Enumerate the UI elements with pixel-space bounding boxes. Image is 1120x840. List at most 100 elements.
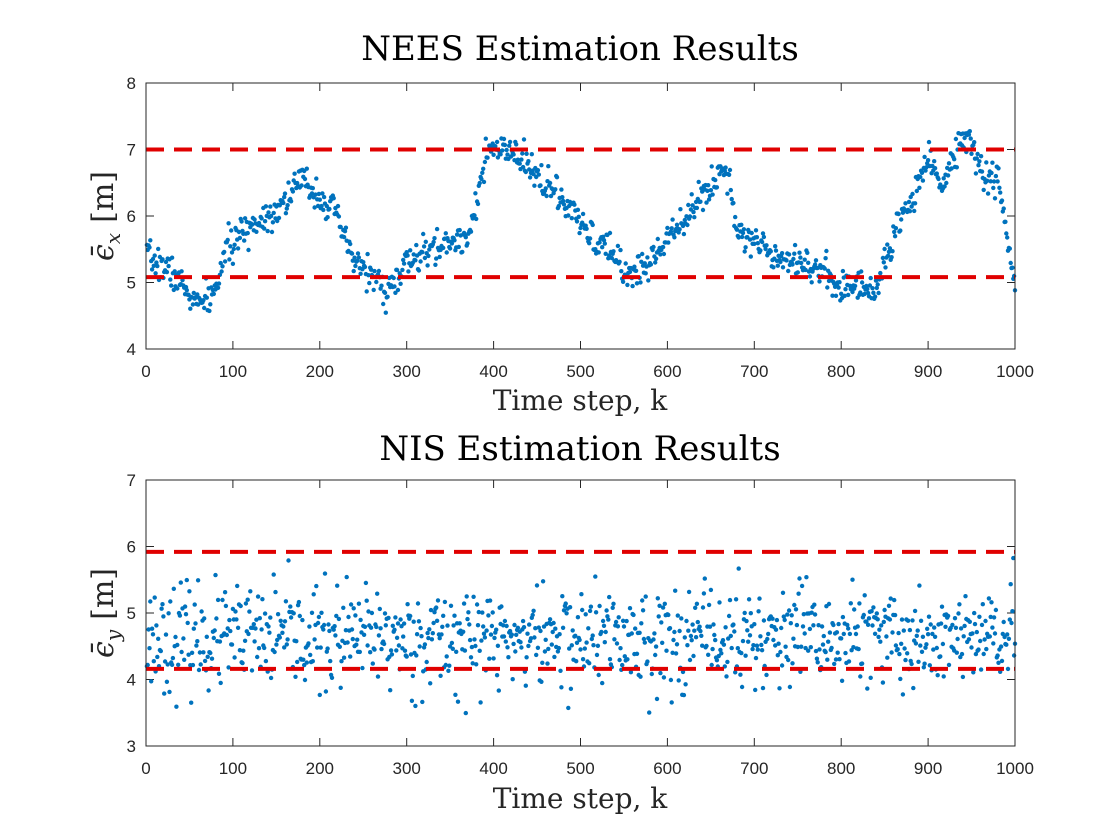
nis-data-point [471,594,476,599]
nees-data-point [686,202,691,208]
nees-data-point [704,200,709,205]
nis-data-point [691,653,696,659]
nees-y-axis-label: ϵ̄x [m] [86,171,125,261]
nees-data-point [768,249,773,254]
nis-data-point [563,601,568,606]
nis-data-point [720,638,726,643]
nees-data-point [611,249,616,254]
nis-data-point [655,596,660,601]
nis-data-point [857,601,862,606]
nis-data-point [175,642,180,648]
nees-data-point [638,280,643,285]
nis-data-point [759,642,764,648]
nis-data-point [251,622,256,627]
nis-data-point [621,624,627,629]
nis-data-point [783,644,788,649]
nis-data-point [595,643,601,648]
nees-data-point [824,248,829,254]
nees-data-point [355,258,360,263]
nis-data-point [509,632,514,637]
nis-data-point [429,637,435,642]
nis-data-point [447,663,452,668]
nis-data-point [520,618,526,624]
nees-ytick-label: 6 [127,207,136,226]
nis-data-point [633,626,638,631]
nis-data-point [916,659,921,664]
nees-data-point [270,220,276,225]
nees-data-point [822,266,827,271]
nis-data-point [575,615,581,620]
nis-data-point [806,648,811,653]
nis-data-point [318,645,323,650]
nis-data-point [189,700,194,705]
nees-data-point [642,261,647,266]
nees-data-point [166,263,171,269]
nis-data-point [481,631,487,636]
nis-data-point [476,609,481,615]
nees-data-point [376,268,382,274]
nis-data-point [930,631,935,637]
nees-data-point [361,260,366,265]
nis-data-point [868,675,873,680]
nees-data-point [988,179,993,184]
nis-data-point [827,630,833,635]
nees-data-point [220,264,225,269]
nis-data-point [408,652,414,657]
nis-data-point [534,583,540,588]
nis-data-point [472,637,477,642]
svg-text:ϵ̄x[m]: ϵ̄x [m] [86,171,125,261]
nis-data-point [321,622,327,628]
nis-data-point [731,622,736,627]
nees-data-point [262,219,268,224]
nees-data-point [689,192,694,197]
nees-ytick-label: 7 [127,141,136,160]
nis-data-point [840,614,846,620]
nis-data-point [580,657,586,662]
nis-data-point [877,627,882,632]
nis-data-point [878,639,883,644]
nees-data-point [978,154,984,159]
nis-data-point [670,650,675,655]
nees-ytick-label: 8 [127,74,136,93]
nis-data-point [593,610,599,615]
nis-data-point [913,641,919,646]
nis-data-point [753,687,758,693]
nis-data-point [709,662,714,668]
nis-data-point [515,625,521,630]
nees-data-point [341,234,347,240]
nis-data-point [357,649,362,655]
nees-data-point [342,229,348,234]
nis-data-point [410,673,415,679]
nees-data-point [249,222,255,227]
nees-data-point [896,211,901,217]
nis-data-point [461,601,467,606]
nis-data-point [661,675,667,680]
nis-data-point [161,614,166,619]
nis-data-point [301,657,306,662]
nees-data-point [444,250,449,255]
nees-data-point [813,258,819,263]
nis-data-point [711,622,716,627]
nis-data-point [338,685,343,690]
nis-data-point [282,619,288,624]
nis-data-point [945,613,951,619]
nis-data-point [685,643,690,648]
nis-data-point [690,622,695,627]
nis-data-point [777,686,782,691]
nis-data-point [747,633,753,638]
nis-data-point [775,653,780,658]
nis-data-point [213,572,218,578]
nis-data-point [312,637,317,642]
nis-data-point [971,670,976,675]
nees-data-point [694,205,700,211]
nees-data-point [990,160,995,165]
nees-data-point [619,269,624,274]
nis-data-point [326,622,331,627]
nees-data-point [727,167,733,173]
nis-data-point [481,624,486,629]
nis-title: NIS Estimation Results [379,429,780,469]
nees-data-point [997,185,1002,190]
nees-data-point [383,310,388,315]
nis-data-point [928,622,933,627]
nis-data-point [956,611,961,616]
